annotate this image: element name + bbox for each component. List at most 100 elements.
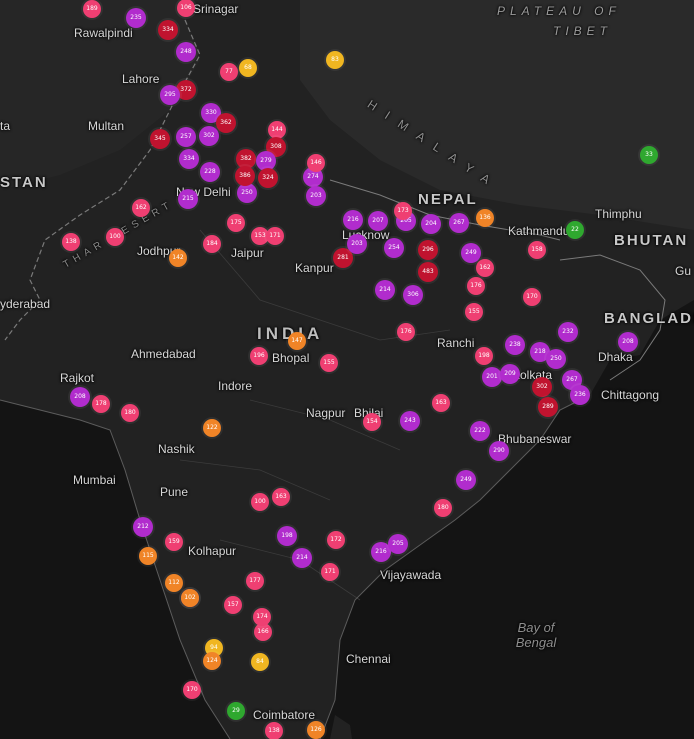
aqi-marker[interactable]: 175	[227, 214, 245, 232]
aqi-marker[interactable]: 198	[277, 526, 297, 546]
aqi-marker[interactable]: 274	[303, 167, 323, 187]
aqi-marker[interactable]: 345	[150, 129, 170, 149]
aqi-marker[interactable]: 147	[288, 332, 306, 350]
aqi-marker[interactable]: 176	[397, 323, 415, 341]
aqi-marker[interactable]: 250	[546, 349, 566, 369]
aqi-marker[interactable]: 163	[272, 488, 290, 506]
aqi-marker[interactable]: 218	[530, 342, 550, 362]
aqi-marker[interactable]: 189	[83, 0, 101, 18]
aqi-marker[interactable]: 100	[106, 228, 124, 246]
aqi-marker[interactable]: 362	[216, 113, 236, 133]
aqi-marker[interactable]: 235	[126, 8, 146, 28]
aqi-marker[interactable]: 171	[321, 563, 339, 581]
aqi-marker[interactable]: 257	[176, 127, 196, 147]
aqi-marker[interactable]: 212	[133, 517, 153, 537]
aqi-marker[interactable]: 177	[246, 572, 264, 590]
aqi-marker[interactable]: 138	[265, 722, 283, 739]
aqi-marker[interactable]: 153	[251, 227, 269, 245]
aqi-marker[interactable]: 174	[253, 608, 271, 626]
aqi-marker[interactable]: 115	[139, 547, 157, 565]
aqi-marker[interactable]: 216	[371, 542, 391, 562]
aqi-marker[interactable]: 122	[203, 419, 221, 437]
aqi-marker[interactable]: 29	[227, 702, 245, 720]
aqi-marker[interactable]: 254	[384, 238, 404, 258]
aqi-marker[interactable]: 250	[237, 183, 257, 203]
aqi-marker[interactable]: 205	[388, 534, 408, 554]
aqi-marker[interactable]: 172	[327, 531, 345, 549]
aqi-marker[interactable]: 173	[394, 202, 412, 220]
aqi-marker[interactable]: 289	[538, 397, 558, 417]
aqi-marker[interactable]: 238	[505, 335, 525, 355]
aqi-marker[interactable]: 248	[176, 42, 196, 62]
aqi-marker[interactable]: 296	[418, 240, 438, 260]
aqi-marker[interactable]: 170	[183, 681, 201, 699]
aqi-marker[interactable]: 178	[92, 395, 110, 413]
aqi-marker[interactable]: 267	[449, 213, 469, 233]
aqi-marker[interactable]: 334	[158, 20, 178, 40]
aqi-marker[interactable]: 68	[239, 59, 257, 77]
aqi-marker[interactable]: 184	[203, 235, 221, 253]
aqi-marker[interactable]: 290	[489, 441, 509, 461]
aqi-marker[interactable]: 144	[268, 121, 286, 139]
aqi-marker[interactable]: 180	[121, 404, 139, 422]
aqi-marker[interactable]: 222	[470, 421, 490, 441]
aqi-marker[interactable]: 334	[179, 149, 199, 169]
aqi-marker[interactable]: 249	[461, 243, 481, 263]
aqi-marker[interactable]: 249	[456, 470, 476, 490]
aqi-marker[interactable]: 136	[476, 209, 494, 227]
aqi-marker[interactable]: 228	[200, 162, 220, 182]
aqi-marker[interactable]: 142	[169, 249, 187, 267]
aqi-marker[interactable]: 196	[250, 347, 268, 365]
aqi-marker[interactable]: 155	[465, 303, 483, 321]
aqi-marker[interactable]: 155	[320, 354, 338, 372]
aqi-marker[interactable]: 295	[160, 85, 180, 105]
aqi-marker[interactable]: 236	[570, 385, 590, 405]
aqi-marker[interactable]: 208	[70, 387, 90, 407]
aqi-marker[interactable]: 138	[62, 233, 80, 251]
aqi-marker[interactable]: 214	[292, 548, 312, 568]
aqi-marker[interactable]: 126	[307, 721, 325, 739]
aqi-marker[interactable]: 372	[176, 80, 196, 100]
aqi-marker[interactable]: 159	[165, 533, 183, 551]
aqi-marker[interactable]: 386	[235, 166, 255, 186]
aqi-marker[interactable]: 176	[467, 277, 485, 295]
aqi-marker[interactable]: 216	[343, 210, 363, 230]
aqi-marker[interactable]: 302	[532, 377, 552, 397]
aqi-marker[interactable]: 100	[251, 493, 269, 511]
aqi-marker[interactable]: 106	[177, 0, 195, 17]
aqi-marker[interactable]: 208	[618, 332, 638, 352]
aqi-marker[interactable]: 162	[476, 259, 494, 277]
aqi-marker[interactable]: 124	[203, 652, 221, 670]
aqi-marker[interactable]: 203	[347, 234, 367, 254]
aqi-marker[interactable]: 382	[236, 149, 256, 169]
aqi-marker[interactable]: 146	[307, 154, 325, 172]
aqi-marker[interactable]: 306	[403, 285, 423, 305]
aqi-marker[interactable]: 158	[528, 241, 546, 259]
aqi-marker[interactable]: 83	[326, 51, 344, 69]
aqi-marker[interactable]: 483	[418, 262, 438, 282]
aqi-marker[interactable]: 112	[165, 574, 183, 592]
aqi-marker[interactable]: 154	[363, 413, 381, 431]
aqi-marker[interactable]: 209	[500, 364, 520, 384]
aqi-marker[interactable]: 214	[375, 280, 395, 300]
aqi-marker[interactable]: 163	[432, 394, 450, 412]
aqi-marker[interactable]: 232	[558, 322, 578, 342]
aqi-marker[interactable]: 84	[251, 653, 269, 671]
aqi-marker[interactable]: 204	[421, 214, 441, 234]
aqi-marker[interactable]: 302	[199, 126, 219, 146]
aqi-marker[interactable]: 171	[266, 227, 284, 245]
aqi-marker[interactable]: 243	[400, 411, 420, 431]
aqi-marker[interactable]: 281	[333, 248, 353, 268]
aqi-marker[interactable]: 198	[475, 347, 493, 365]
aqi-marker[interactable]: 279	[256, 151, 276, 171]
aqi-marker[interactable]: 162	[132, 199, 150, 217]
aqi-marker[interactable]: 77	[220, 63, 238, 81]
aqi-marker[interactable]: 102	[181, 589, 199, 607]
aqi-marker[interactable]: 207	[368, 211, 388, 231]
aqi-marker[interactable]: 166	[254, 623, 272, 641]
aqi-marker[interactable]: 180	[434, 499, 452, 517]
aqi-marker[interactable]: 157	[224, 596, 242, 614]
aqi-marker[interactable]: 33	[640, 146, 658, 164]
aqi-marker[interactable]: 203	[306, 186, 326, 206]
